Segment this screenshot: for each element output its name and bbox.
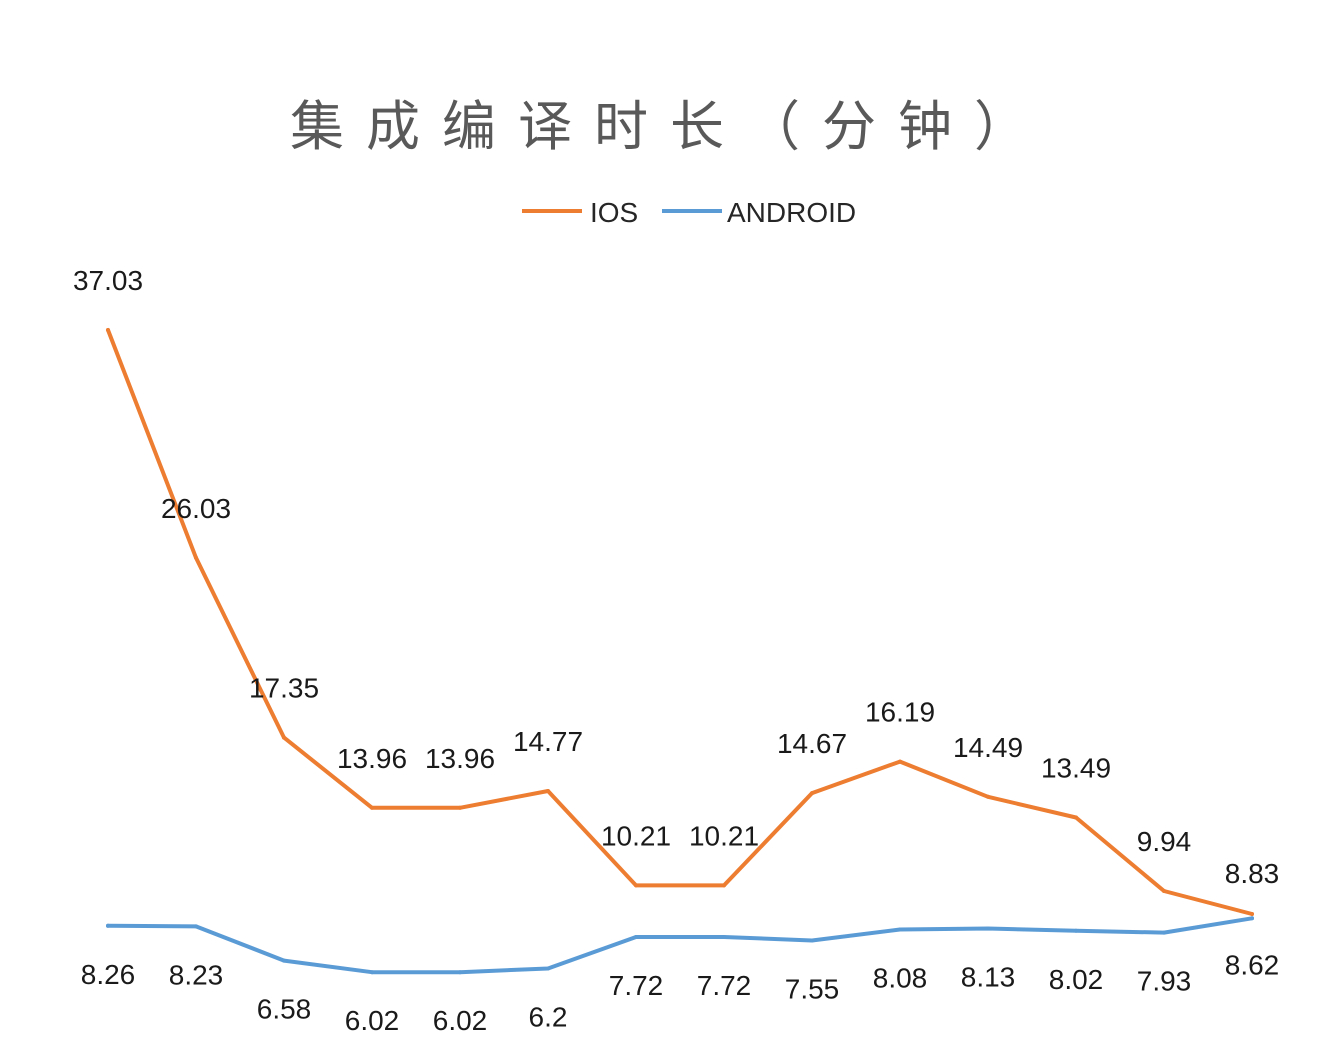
data-point-ios bbox=[1074, 815, 1078, 820]
data-label-ios: 17.35 bbox=[249, 673, 319, 704]
data-label-android: 7.93 bbox=[1137, 966, 1192, 997]
data-label-ios: 10.21 bbox=[689, 820, 759, 851]
data-label-ios: 8.83 bbox=[1225, 858, 1280, 889]
data-point-android bbox=[1250, 916, 1254, 921]
data-point-android bbox=[282, 958, 286, 963]
chart-title: 集成编译时长（分钟） bbox=[290, 95, 1050, 158]
data-point-android bbox=[1162, 930, 1166, 935]
data-point-ios bbox=[1162, 889, 1166, 893]
data-point-android bbox=[458, 970, 462, 975]
data-label-android: 7.55 bbox=[785, 974, 840, 1005]
data-label-ios: 26.03 bbox=[161, 493, 231, 524]
data-label-android: 6.02 bbox=[345, 1005, 400, 1036]
data-label-ios: 13.96 bbox=[425, 743, 495, 774]
data-point-ios bbox=[1250, 912, 1254, 916]
data-point-ios bbox=[282, 735, 286, 740]
data-point-ios bbox=[634, 883, 638, 888]
data-label-android: 7.72 bbox=[697, 970, 752, 1001]
data-label-ios: 14.77 bbox=[513, 726, 583, 757]
data-point-android bbox=[106, 923, 110, 928]
data-label-android: 8.13 bbox=[961, 962, 1016, 993]
data-label-ios: 9.94 bbox=[1137, 826, 1192, 857]
data-label-android: 7.72 bbox=[609, 970, 664, 1001]
data-point-ios bbox=[898, 759, 902, 764]
data-point-android bbox=[634, 935, 638, 939]
data-point-android bbox=[810, 938, 814, 943]
data-label-android: 6.58 bbox=[257, 994, 312, 1025]
data-point-ios bbox=[370, 805, 374, 810]
data-label-android: 8.02 bbox=[1049, 964, 1104, 995]
data-point-android bbox=[370, 970, 374, 975]
data-label-android: 8.26 bbox=[81, 959, 136, 990]
data-label-android: 6.02 bbox=[433, 1005, 488, 1036]
data-point-ios bbox=[458, 805, 462, 810]
data-point-ios bbox=[722, 883, 726, 888]
legend-label: ANDROID bbox=[727, 197, 856, 228]
data-point-android bbox=[722, 935, 726, 939]
data-label-ios: 13.49 bbox=[1041, 753, 1111, 784]
data-label-android: 8.08 bbox=[873, 963, 928, 994]
series-line-android bbox=[106, 916, 1254, 975]
data-label-android: 8.62 bbox=[1225, 949, 1280, 980]
data-point-android bbox=[194, 924, 198, 929]
data-point-ios bbox=[546, 789, 550, 793]
legend-item-ios: IOS bbox=[522, 197, 638, 228]
data-label-ios: 14.49 bbox=[953, 732, 1023, 763]
data-label-ios: 37.03 bbox=[73, 265, 143, 296]
data-point-ios bbox=[986, 794, 990, 799]
series-line-ios bbox=[106, 328, 1254, 916]
data-label-android: 6.2 bbox=[529, 1002, 568, 1033]
data-point-ios bbox=[106, 328, 110, 332]
data-label-android: 8.23 bbox=[169, 959, 224, 990]
plot-area: 37.03 26.03 17.35 13.96 13.96 14.77 10.21 10.21… bbox=[73, 265, 1279, 1036]
legend-label: IOS bbox=[590, 197, 638, 228]
data-point-ios bbox=[194, 555, 198, 560]
data-point-ios bbox=[810, 791, 814, 796]
data-label-ios: 13.96 bbox=[337, 743, 407, 774]
data-point-android bbox=[1074, 928, 1078, 933]
legend-item-android: ANDROID bbox=[662, 197, 856, 228]
legend: IOS ANDROID bbox=[522, 197, 856, 228]
data-label-ios: 16.19 bbox=[865, 697, 935, 728]
data-point-android bbox=[898, 927, 902, 932]
data-point-android bbox=[546, 966, 550, 971]
data-label-ios: 14.67 bbox=[777, 728, 847, 759]
data-label-ios: 10.21 bbox=[601, 820, 671, 851]
data-point-android bbox=[986, 926, 990, 931]
